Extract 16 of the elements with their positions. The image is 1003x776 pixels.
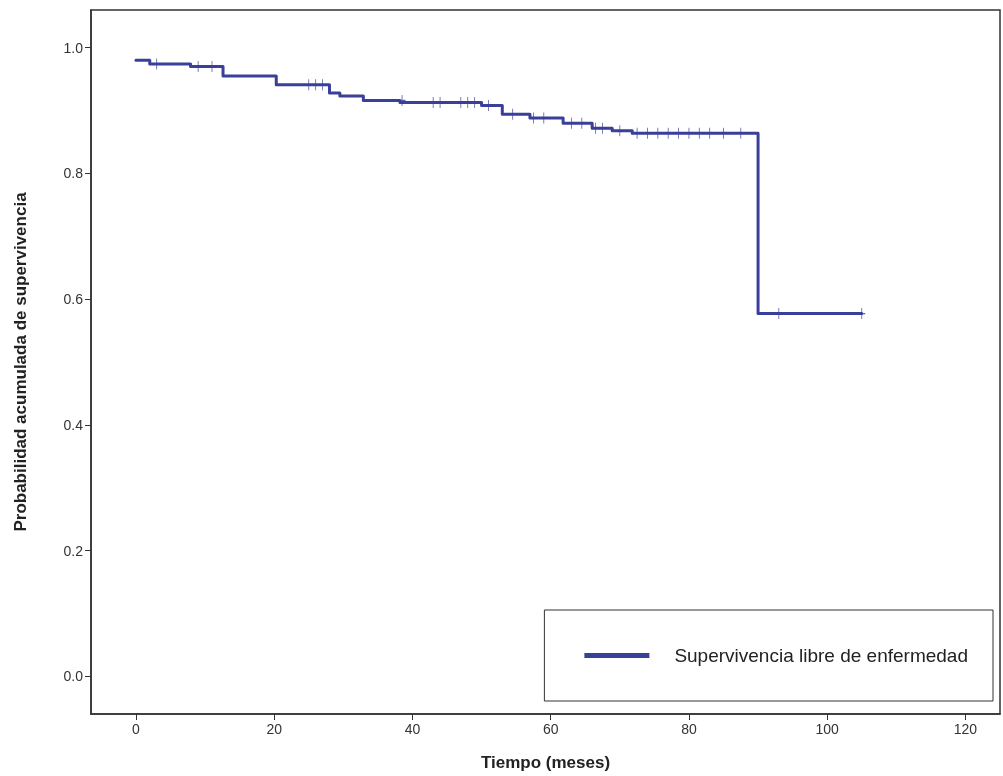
y-tick-label: 0.6 <box>63 291 84 308</box>
y-tick-label: 1.0 <box>63 39 84 56</box>
x-tick-label: 60 <box>542 721 559 737</box>
x-tick-label: 80 <box>681 721 697 737</box>
x-tick-label: 120 <box>953 721 978 737</box>
y-tick-label: 0.0 <box>63 668 84 685</box>
x-tick-label: 20 <box>266 721 283 737</box>
y-tick-label: 0.2 <box>63 542 84 559</box>
legend-label: Supervivencia libre de enfermedad <box>674 645 969 666</box>
y-tick-label: 0.8 <box>63 165 84 182</box>
x-tick-label: 100 <box>815 721 840 737</box>
x-tick-label: 40 <box>404 721 421 737</box>
y-axis-title: Probabilidad acumulada de supervivencia <box>11 191 30 532</box>
x-tick-label: 0 <box>132 721 141 737</box>
x-axis-title: Tiempo (meses) <box>480 753 611 772</box>
y-tick-label: 0.4 <box>63 416 84 433</box>
